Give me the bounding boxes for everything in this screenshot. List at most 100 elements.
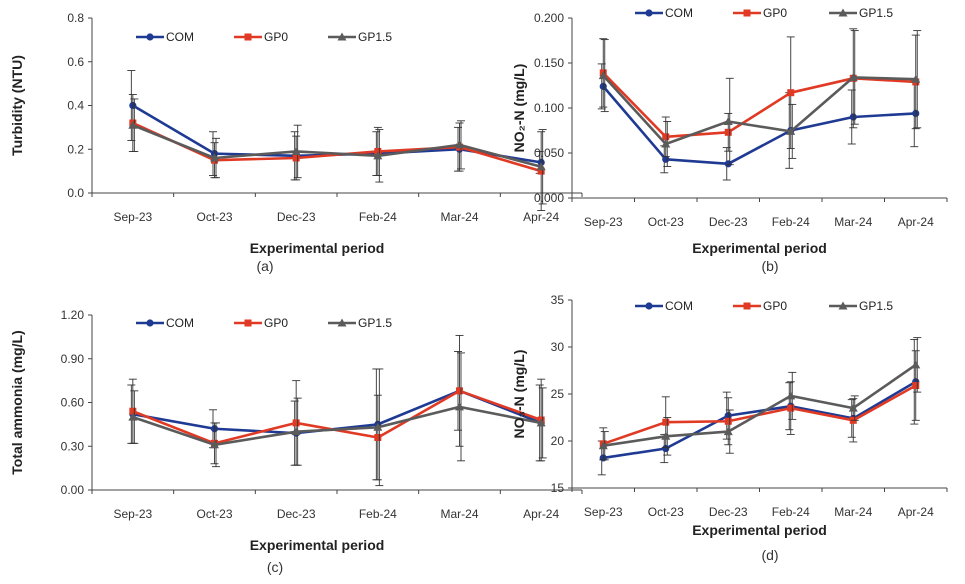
- x-axis-label: Experimental period: [692, 522, 827, 538]
- x-tick-label: Feb-24: [772, 215, 810, 229]
- legend-label: COM: [665, 6, 693, 20]
- panel-label: (a): [256, 258, 273, 274]
- x-axis-label: Experimental period: [692, 240, 827, 256]
- data-point-marker: [536, 162, 546, 171]
- legend-marker: [146, 33, 154, 41]
- data-point-marker: [848, 403, 858, 412]
- data-point-marker: [291, 427, 301, 436]
- x-tick-label: Dec-23: [277, 507, 316, 521]
- data-point-marker: [374, 434, 382, 441]
- legend-marker: [244, 319, 252, 327]
- series-line: [132, 405, 542, 447]
- x-axis-label: Experimental period: [250, 240, 385, 256]
- x-tick-label: Sep-23: [113, 210, 152, 224]
- data-point-marker: [912, 382, 920, 390]
- y-tick-label: 25: [551, 387, 565, 401]
- series-gp0: [599, 350, 920, 461]
- y-tick-label: 0.000: [534, 191, 564, 205]
- data-point-marker: [911, 360, 921, 369]
- x-tick-label: Sep-23: [113, 507, 152, 521]
- data-point-marker: [129, 407, 137, 415]
- series-com: [127, 351, 545, 481]
- x-tick-label: Mar-24: [440, 210, 478, 224]
- data-point-marker: [598, 71, 608, 80]
- x-tick-label: Oct-23: [196, 210, 232, 224]
- series-line: [132, 123, 542, 169]
- x-tick-label: Oct-23: [648, 215, 684, 229]
- x-tick-label: Sep-23: [584, 505, 623, 519]
- x-tick-label: Apr-24: [898, 505, 934, 519]
- y-axis-label: NO₂-N (mg/L): [511, 64, 527, 153]
- y-tick-label: 0.00: [61, 483, 85, 497]
- data-point-marker: [723, 427, 733, 436]
- y-tick-label: 0.60: [61, 396, 85, 410]
- legend-label: GP0: [264, 30, 288, 44]
- data-point-marker: [786, 126, 796, 135]
- data-point-marker: [456, 387, 463, 395]
- legend: COM GP0 GP1.5: [635, 299, 893, 313]
- data-point-marker: [455, 140, 464, 149]
- y-tick-label: 20: [551, 434, 565, 448]
- series-com: [597, 339, 920, 476]
- data-point-marker: [724, 417, 732, 425]
- x-tick-label: Feb-24: [772, 505, 810, 519]
- data-point-marker: [848, 72, 858, 81]
- legend-marker: [743, 302, 751, 310]
- y-tick-label: 0.050: [534, 146, 564, 160]
- legend: COM GP0 GP1.5: [136, 316, 392, 330]
- x-axis-label: Experimental period: [250, 537, 385, 553]
- data-point-marker: [210, 440, 219, 449]
- series-line: [602, 85, 916, 166]
- legend-marker: [337, 318, 347, 327]
- y-tick-label: 30: [551, 340, 565, 354]
- data-point-marker: [661, 431, 671, 440]
- y-tick-label: 0.150: [534, 56, 564, 70]
- legend-marker: [645, 302, 653, 310]
- y-tick-label: 0.30: [61, 439, 85, 453]
- panel-label: (c): [267, 559, 283, 575]
- series-gp0: [128, 334, 546, 481]
- x-tick-label: Dec-23: [277, 210, 316, 224]
- y-tick-label: 0.0: [67, 186, 84, 200]
- x-tick-label: Oct-23: [196, 507, 232, 521]
- x-tick-label: Apr-24: [523, 507, 559, 521]
- legend-marker: [645, 9, 653, 17]
- legend-label: COM: [166, 316, 194, 330]
- chart-panel-b: 0.000 0.050 0.100 0.150 0.200 Sep-23 Oct-23 Dec…: [511, 6, 948, 274]
- legend-label: COM: [166, 30, 194, 44]
- y-tick-label: 15: [551, 481, 565, 495]
- data-point-marker: [291, 146, 301, 155]
- y-tick-label: 0.100: [534, 101, 564, 115]
- y-axis-label: Turbidity (NTU): [9, 55, 25, 156]
- data-point-marker: [724, 160, 732, 168]
- series-gp1-5: [128, 98, 547, 205]
- x-tick-label: Dec-23: [709, 215, 748, 229]
- series-gp1-5: [598, 337, 922, 461]
- data-point-marker: [787, 404, 795, 412]
- series-line: [132, 389, 542, 445]
- x-tick-label: Dec-23: [709, 505, 748, 519]
- y-axis-label: Total ammonia (mg/L): [9, 330, 25, 474]
- legend-marker: [743, 9, 751, 17]
- legend-label: GP1.5: [859, 6, 893, 20]
- x-tick-label: Oct-23: [648, 505, 684, 519]
- data-point-marker: [598, 441, 608, 450]
- data-point-marker: [128, 412, 138, 421]
- panel-label: (d): [761, 547, 778, 563]
- y-tick-label: 0.200: [534, 11, 564, 25]
- legend-marker: [838, 301, 848, 310]
- legend-label: GP0: [763, 299, 787, 313]
- data-point-marker: [911, 74, 921, 83]
- data-point-marker: [786, 391, 796, 400]
- data-point-marker: [373, 151, 383, 160]
- data-point-marker: [662, 418, 670, 426]
- data-point-marker: [661, 139, 671, 148]
- panel-label: (b): [761, 258, 778, 274]
- series-line: [602, 74, 916, 146]
- x-tick-label: Apr-24: [523, 210, 559, 224]
- x-tick-label: Apr-24: [898, 215, 934, 229]
- series-line: [603, 380, 917, 460]
- y-tick-label: 35: [551, 293, 565, 307]
- data-point-marker: [536, 418, 546, 427]
- legend-marker: [838, 8, 848, 17]
